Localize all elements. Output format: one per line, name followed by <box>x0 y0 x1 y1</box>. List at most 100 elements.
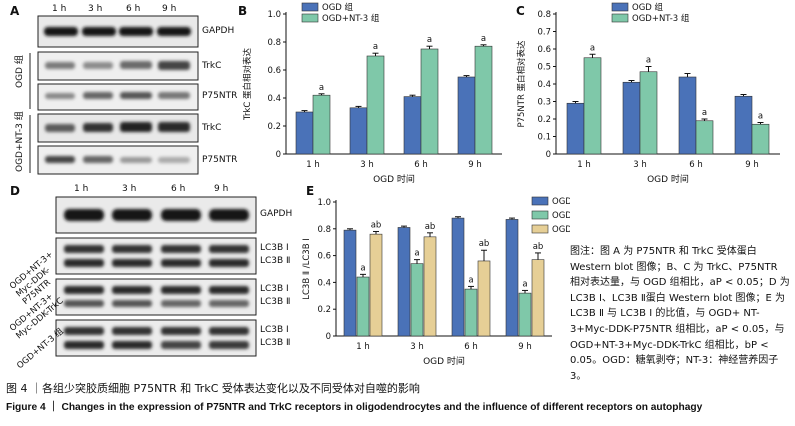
bar <box>695 120 714 155</box>
bar <box>474 45 493 155</box>
legend-swatch <box>301 2 319 12</box>
band-label-gapdh: GAPDH <box>202 26 235 36</box>
significance-label: ab <box>479 239 490 249</box>
chart-b: 0 0.2 0.4 0.6 0.8 1.0 a 1 h a 3 h a 6 h a 9 h OGD 时间 Tr… <box>242 2 502 184</box>
legend-label: OGD 组 <box>632 2 664 13</box>
x-tick-label: 1 h <box>577 160 591 170</box>
x-tick-label: 3 h <box>410 342 424 352</box>
significance-label: a <box>468 275 473 285</box>
legend-label: OGD+NT-3 组 <box>552 224 570 235</box>
chart-e: 0 0.2 0.4 0.6 0.8 1.0 a ab 1 h a ab 3 h a ab 6 h a ab 9 h… <box>302 196 570 367</box>
significance-label: a <box>319 83 324 93</box>
x-tick-label: 6 h <box>689 160 703 170</box>
significance-label: ab <box>425 222 436 232</box>
bar <box>464 288 478 337</box>
time-label-1h: 1 h <box>52 4 67 14</box>
y-tick-label: 0.3 <box>537 98 551 108</box>
y-tick-label: 0.2 <box>267 122 281 132</box>
y-tick-label: 1.0 <box>317 198 331 208</box>
y-tick-label: 0 <box>276 150 281 160</box>
legend-label: OGD+NT-3+Myc-DDK-TrkC 组 <box>552 210 570 221</box>
panel-letter-d: D <box>10 184 20 198</box>
y-tick-label: 0.5 <box>537 63 551 73</box>
d-time-label-9h: 9 h <box>214 184 229 194</box>
legend-label: OGD+NT-3+Myc-DDK-P75NTR 组 <box>552 196 570 207</box>
legend-swatch <box>531 224 549 234</box>
bar <box>477 260 491 337</box>
d-blot-lc3b-nt3 <box>55 319 257 357</box>
bar <box>356 276 370 337</box>
x-tick-label: 6 h <box>414 160 428 170</box>
band-label-trkc-nt3: TrkC <box>202 123 222 133</box>
y-tick-label: 0 <box>546 150 551 160</box>
panel-a-blots <box>29 15 199 175</box>
bar <box>734 95 753 155</box>
y-tick-label: 1.0 <box>267 10 281 20</box>
legend-swatch <box>531 210 549 220</box>
d-band-label-gapdh: GAPDH <box>260 209 293 219</box>
y-tick-label: 0 <box>326 332 331 342</box>
bar <box>397 227 411 337</box>
y-tick-label: 0.2 <box>537 115 551 125</box>
significance-label: a <box>360 263 365 273</box>
bar <box>349 107 368 155</box>
bar <box>369 233 383 337</box>
panel-letter-c: C <box>516 4 525 18</box>
panel-letter-b: B <box>238 4 248 18</box>
bar <box>343 229 357 337</box>
significance-label: ab <box>371 220 382 230</box>
d-time-label-3h: 3 h <box>122 184 137 194</box>
y-tick-label: 0.6 <box>267 66 281 76</box>
significance-label: a <box>522 279 527 289</box>
bar <box>420 48 439 155</box>
bar <box>622 81 641 155</box>
legend-swatch <box>531 196 549 206</box>
y-axis-label: TrkC 蛋白相对表达 <box>242 48 253 121</box>
band-label-p75-nt3: P75NTR <box>202 155 238 165</box>
bar <box>451 217 465 337</box>
d-time-label-6h: 6 h <box>171 184 186 194</box>
caption-chinese: 图 4 ｜各组少突胶质细胞 P75NTR 和 TrkC 受体表达变化以及不同受体… <box>6 382 420 395</box>
x-axis-label: OGD 时间 <box>647 173 689 184</box>
bar <box>423 236 437 337</box>
chart-c: 0 0.1 0.2 0.3 0.4 0.5 0.6 0.7 0.8 a 1 h a 3 h a 6 h a 9 … <box>516 2 780 184</box>
bar <box>639 71 658 155</box>
significance-label: a <box>646 56 651 66</box>
bar <box>583 57 602 155</box>
significance-label: ab <box>533 242 544 252</box>
significance-label: a <box>758 112 763 122</box>
legend-swatch <box>611 2 629 12</box>
bar <box>678 76 697 155</box>
time-label-6h: 6 h <box>126 4 141 14</box>
x-tick-label: 9 h <box>518 342 532 352</box>
significance-label: a <box>702 108 707 118</box>
y-axis-label: P75NTR 蛋白相对表达 <box>516 40 527 128</box>
y-tick-label: 0.8 <box>317 225 331 235</box>
bar <box>366 55 385 155</box>
d-band-label-lc3b2-a: LC3B Ⅱ <box>260 256 291 266</box>
x-tick-label: 3 h <box>360 160 374 170</box>
panel-letter-e: E <box>306 184 315 198</box>
legend-swatch <box>301 13 319 23</box>
d-time-label-1h: 1 h <box>74 184 89 194</box>
panel-letter-a: A <box>10 4 20 18</box>
y-tick-label: 0.4 <box>537 80 551 90</box>
x-tick-label: 1 h <box>356 342 370 352</box>
bar <box>531 259 545 337</box>
d-band-label-lc3b2-b: LC3B Ⅱ <box>260 297 291 307</box>
bar <box>295 111 314 155</box>
y-tick-label: 0.4 <box>267 94 281 104</box>
d-blot-lc3b-trkc <box>55 278 257 316</box>
band-label-trkc-ogd: TrkC <box>202 61 222 71</box>
y-axis-label: LC3B Ⅱ /LC3B Ⅰ <box>302 238 312 299</box>
time-label-3h: 3 h <box>88 4 103 14</box>
y-tick-label: 0.6 <box>317 252 331 262</box>
significance-label: a <box>481 34 486 44</box>
significance-label: a <box>414 249 419 259</box>
d-band-label-lc3b1-b: LC3B Ⅰ <box>260 284 289 294</box>
legend-label: OGD+NT-3 组 <box>632 13 690 24</box>
legend-swatch <box>611 13 629 23</box>
significance-label: a <box>427 35 432 45</box>
y-tick-label: 0.6 <box>537 45 551 55</box>
